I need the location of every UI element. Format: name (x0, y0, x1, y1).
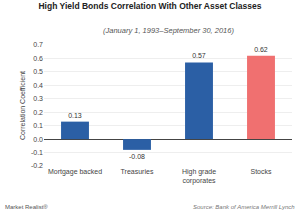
svg-text:0.3: 0.3 (33, 95, 43, 102)
svg-text:0.62: 0.62 (254, 46, 268, 53)
svg-text:(January 1, 1993–September 30,: (January 1, 1993–September 30, 2016) (103, 26, 234, 35)
svg-text:Treasuries: Treasuries (121, 168, 154, 175)
svg-text:Source: Bank of America Merril: Source: Bank of America Merrill Lynch (193, 204, 295, 210)
svg-text:0.7: 0.7 (33, 41, 43, 48)
svg-text:Correlation Coefficient: Correlation Coefficient (19, 71, 26, 140)
svg-text:0.4: 0.4 (33, 82, 43, 89)
svg-text:0.57: 0.57 (192, 52, 206, 59)
svg-text:Mortgage backed: Mortgage backed (48, 168, 102, 176)
svg-text:Stocks: Stocks (250, 168, 272, 175)
svg-text:0.13: 0.13 (68, 112, 82, 119)
svg-text:0.0: 0.0 (33, 136, 43, 143)
svg-text:High gradecorporates: High gradecorporates (182, 168, 216, 185)
svg-text:0.2: 0.2 (33, 109, 43, 116)
svg-text:-0.2: -0.2 (31, 162, 43, 169)
svg-text:Market Realist®: Market Realist® (5, 204, 48, 210)
svg-text:0.1: 0.1 (33, 122, 43, 129)
svg-text:0.6: 0.6 (33, 55, 43, 62)
svg-text:-0.08: -0.08 (129, 153, 145, 160)
svg-text:-0.1: -0.1 (31, 149, 43, 156)
svg-text:0.5: 0.5 (33, 68, 43, 75)
svg-text:High Yield Bonds Correlation W: High Yield Bonds Correlation With Other … (38, 1, 261, 11)
